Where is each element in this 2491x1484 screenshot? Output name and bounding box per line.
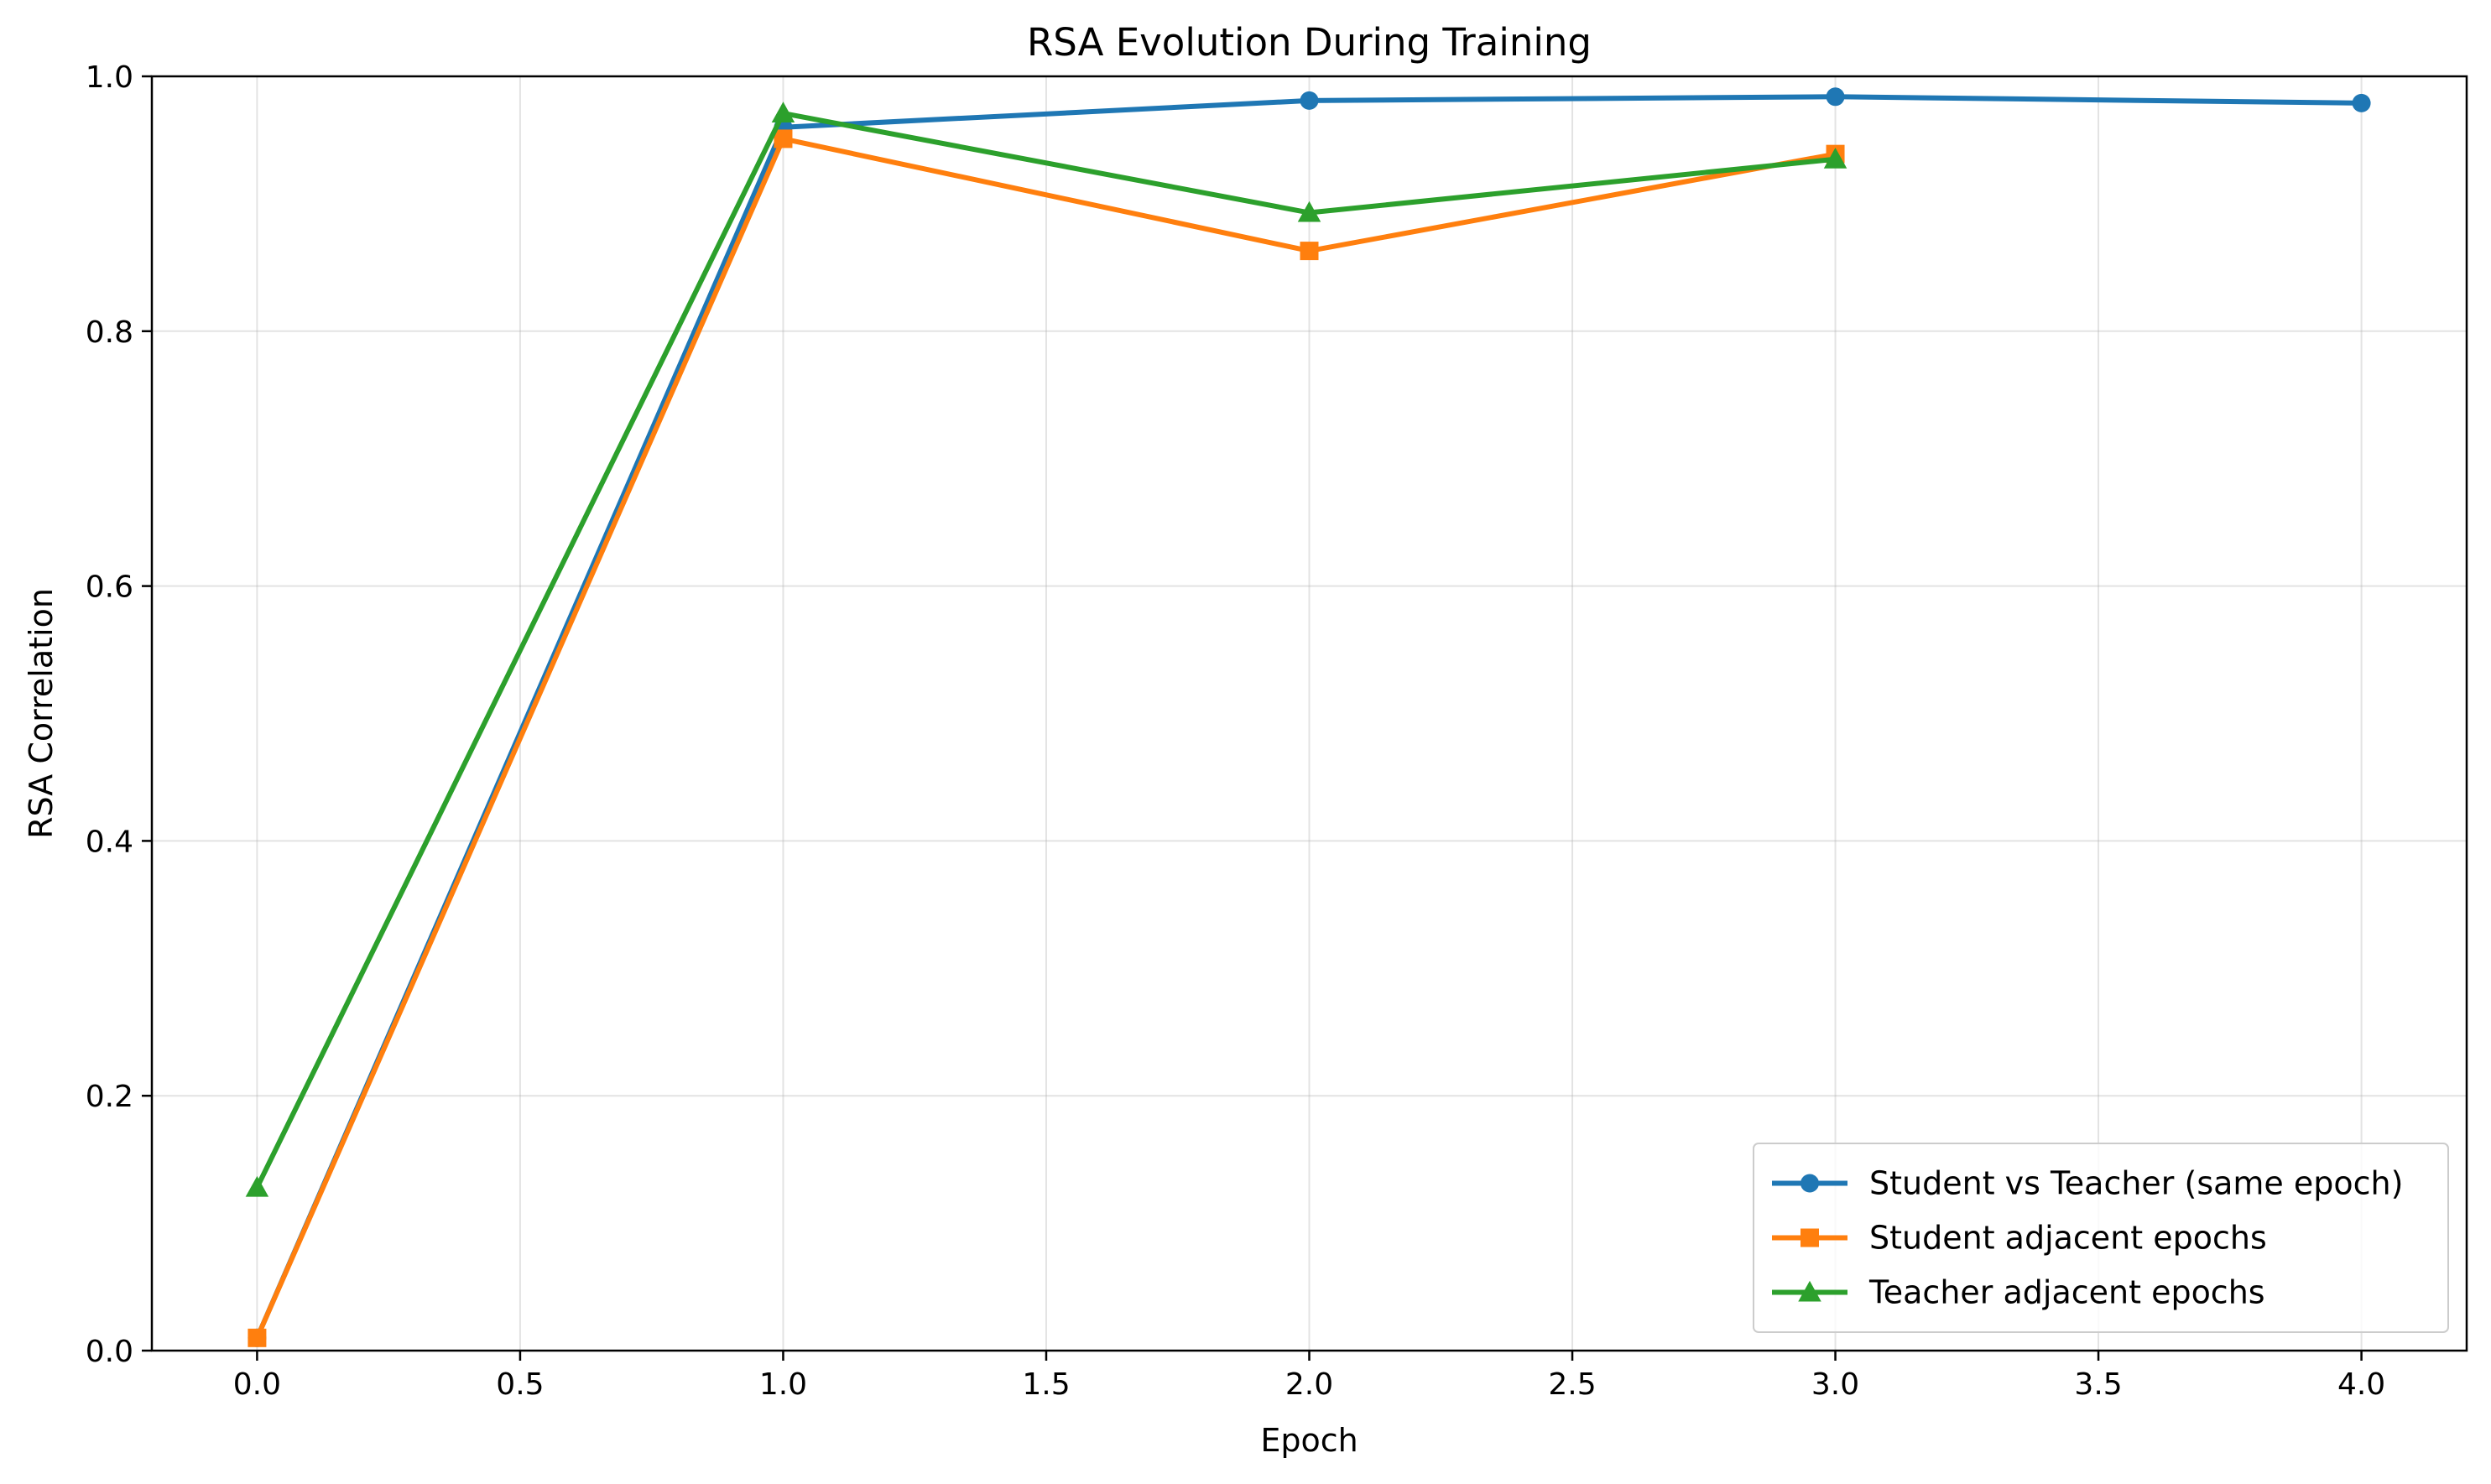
data-point (1826, 87, 1845, 107)
data-point (1297, 200, 1321, 222)
x-tick-label: 2.5 (1548, 1367, 1596, 1402)
series-lines (245, 87, 2371, 1347)
x-tick-label: 0.5 (496, 1367, 544, 1402)
legend-entry: Student adjacent epochs (1772, 1220, 2267, 1257)
legend-label: Student adjacent epochs (1869, 1220, 2267, 1257)
x-tick-label: 3.5 (2074, 1367, 2122, 1402)
data-point (1300, 242, 1319, 261)
x-tick-label: 1.5 (1022, 1367, 1070, 1402)
y-tick-label: 0.2 (86, 1080, 133, 1114)
legend-entries: Student vs Teacher (same epoch) Student a… (1772, 1165, 2403, 1311)
data-point (1823, 147, 1847, 169)
y-tick-label: 0.4 (86, 825, 133, 859)
legend-entry: Teacher adjacent epochs (1772, 1274, 2265, 1311)
x-tick-label: 4.0 (2337, 1367, 2385, 1402)
y-tick-label: 1.0 (86, 60, 133, 95)
data-point (2352, 93, 2371, 112)
series-line (254, 136, 1838, 1341)
data-point (245, 1175, 269, 1197)
legend-label: Student vs Teacher (same epoch) (1869, 1165, 2403, 1202)
x-tick-label: 3.0 (1811, 1367, 1859, 1402)
y-tick-label: 0.6 (86, 570, 133, 605)
series-3 (245, 102, 1847, 1197)
x-tick-label: 0.0 (233, 1367, 281, 1402)
data-point (774, 129, 793, 148)
x-axis-label: Epoch (1260, 1422, 1358, 1459)
axis-ticks: 0.0 0.5 1.0 1.5 2.0 2.5 3.0 3.5 4.0 0.0 0.2 0.4 0.6 0… (86, 60, 2385, 1402)
y-axis-label: RSA Correlation (23, 588, 60, 839)
y-tick-label: 0.0 (86, 1335, 133, 1369)
legend: Student vs Teacher (same epoch) Student a… (1753, 1143, 2449, 1333)
series-line (254, 111, 1838, 1190)
legend-box (1753, 1143, 2449, 1333)
data-point (248, 1328, 267, 1347)
x-tick-label: 2.0 (1285, 1367, 1333, 1402)
data-point (1300, 91, 1319, 110)
legend-entry: Student vs Teacher (same epoch) (1772, 1165, 2403, 1202)
legend-label: Teacher adjacent epochs (1868, 1274, 2265, 1311)
chart-title: RSA Evolution During Training (1027, 20, 1592, 65)
x-tick-label: 1.0 (759, 1367, 807, 1402)
legend-swatch-marker (1798, 1280, 1821, 1302)
data-point (771, 102, 795, 123)
legend-swatch-marker (1801, 1228, 1819, 1247)
legend-swatch-marker (1801, 1174, 1819, 1193)
y-tick-label: 0.8 (86, 315, 133, 350)
